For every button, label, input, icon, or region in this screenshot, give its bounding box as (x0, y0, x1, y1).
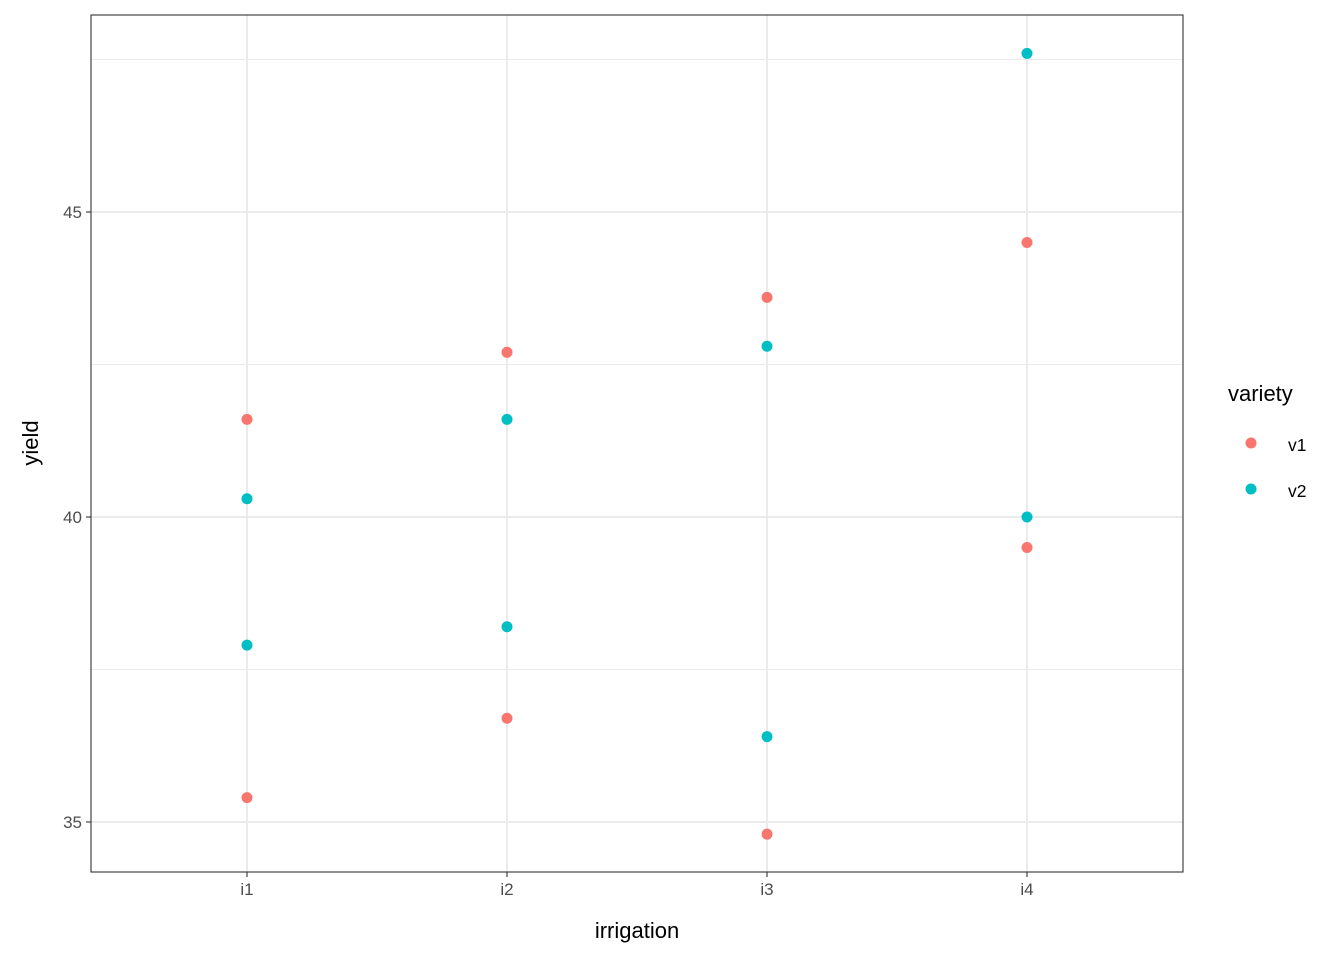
legend: variety v1 v2 (1228, 381, 1306, 501)
y-tick-label: 35 (63, 813, 82, 832)
y-axis-title: yield (18, 420, 43, 465)
legend-key-v2 (1245, 483, 1257, 495)
panel-border (90, 14, 1184, 873)
x-tick-label: i1 (240, 880, 253, 899)
panel-background (91, 15, 1183, 872)
x-tick-label: i2 (500, 880, 513, 899)
legend-label-v2: v2 (1288, 481, 1306, 501)
y-tick-label: 40 (63, 508, 82, 527)
legend-title: variety (1228, 381, 1293, 406)
data-point-v2 (501, 621, 513, 633)
legend-label-v1: v1 (1288, 435, 1306, 455)
grid (91, 15, 1183, 872)
x-tick-label: i4 (1020, 880, 1033, 899)
data-point-v1 (761, 828, 773, 840)
data-point-v1 (241, 413, 253, 425)
data-point-v1 (1021, 541, 1033, 553)
data-point-v1 (501, 346, 513, 358)
data-point-v1 (241, 792, 253, 804)
data-point-v2 (1021, 511, 1033, 523)
data-point-v1 (501, 712, 513, 724)
x-tick-label: i3 (760, 880, 773, 899)
y-tick-label: 45 (63, 203, 82, 222)
data-point-v2 (241, 639, 253, 651)
data-point-v2 (241, 493, 253, 505)
data-point-v1 (761, 291, 773, 303)
data-points (241, 47, 1033, 840)
x-axis-title: irrigation (595, 918, 679, 943)
axes: 35 40 45 i1 i2 i3 i4 (63, 203, 1034, 899)
data-point-v2 (501, 413, 513, 425)
data-point-v2 (761, 731, 773, 743)
data-point-v1 (1021, 237, 1033, 249)
legend-key-v1 (1245, 437, 1257, 449)
data-point-v2 (1021, 47, 1033, 59)
data-point-v2 (761, 340, 773, 352)
